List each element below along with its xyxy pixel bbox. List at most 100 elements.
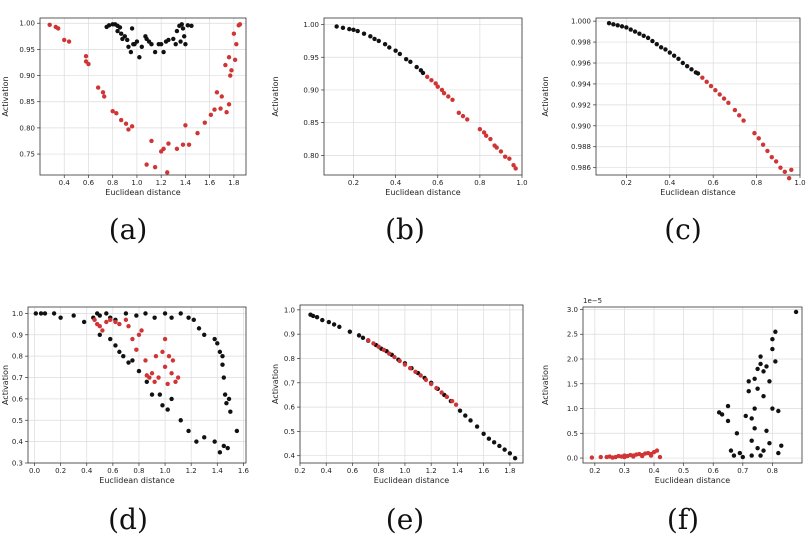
x-tick-label: 0.8 <box>107 179 118 187</box>
scatter-point-black <box>121 353 126 359</box>
scatter-point-red <box>741 118 746 123</box>
scatter-point-black <box>512 455 518 461</box>
scatter-point-black <box>632 29 638 34</box>
scatter-point-black <box>725 418 731 424</box>
scatter-point-red <box>100 90 106 95</box>
scatter-point-black <box>212 439 217 444</box>
y-tick-label: 0.3 <box>12 460 23 468</box>
y-tick-label: 0.80 <box>19 124 35 132</box>
y-axis-label: Activation <box>1 76 10 116</box>
scatter-point-black <box>106 23 112 28</box>
scatter-point-black <box>212 336 217 342</box>
scatter-point-black <box>761 369 766 374</box>
scatter-point-red <box>418 373 423 378</box>
scatter-point-black <box>382 41 388 47</box>
scatter-point-black <box>615 23 620 28</box>
scatter-point-black <box>337 324 342 330</box>
scatter-point-red <box>165 381 170 387</box>
scatter-point-black <box>749 453 754 458</box>
scatter-point-red <box>737 113 742 118</box>
scatter-point-black <box>743 413 748 419</box>
y-tick-label: 1.0 <box>284 306 295 314</box>
scatter-point-black <box>180 26 186 31</box>
x-tick-label: 1.4 <box>212 467 224 475</box>
scatter-point-red <box>143 358 148 363</box>
y-offset-label: 1e−5 <box>583 297 602 305</box>
scatter-point-red <box>123 317 129 323</box>
scatter-point-black <box>202 332 207 337</box>
scatter-point-black <box>169 396 174 402</box>
scatter-point-red <box>149 138 154 144</box>
scatter-point-black <box>767 379 772 384</box>
scatter-point-red <box>639 453 645 459</box>
scatter-point-black <box>117 349 122 355</box>
plot-frame <box>27 306 247 464</box>
scatter-point-black <box>222 392 228 397</box>
scatter-point-black <box>728 448 734 453</box>
y-tick-label: 3.0 <box>567 306 578 314</box>
scatter-point-red <box>175 375 181 380</box>
plot-frame <box>323 17 523 176</box>
scatter-point-black <box>186 315 191 320</box>
scatter-point-red <box>83 54 89 59</box>
scatter-point-black <box>463 413 468 418</box>
scatter-point-black <box>770 346 775 352</box>
scatter-point-red <box>778 165 783 170</box>
x-tick-label: 0.6 <box>107 467 119 475</box>
scatter-point-black <box>641 33 646 38</box>
caption-e: (e) <box>385 503 425 536</box>
scatter-point-red <box>228 73 233 78</box>
scatter-point-black <box>387 45 392 50</box>
scatter-point-black <box>779 443 784 448</box>
scatter-point-red <box>413 369 418 375</box>
scatter-point-black <box>137 55 142 60</box>
x-tick-label: 0.8 <box>767 467 778 475</box>
x-tick-label: 0.4 <box>664 179 676 187</box>
scatter-point-red <box>114 111 119 116</box>
scatter-point-red <box>450 97 455 102</box>
scatter-point-black <box>81 319 87 325</box>
scatter-point-red <box>721 96 727 101</box>
scatter-point-red <box>149 371 155 376</box>
scatter-point-red <box>381 347 387 353</box>
scatter-point-red <box>183 123 188 128</box>
y-tick-label: 0.4 <box>284 452 296 460</box>
scatter-point-black <box>125 37 130 43</box>
plot-frame <box>39 17 247 176</box>
x-tick-label: 1.0 <box>159 467 170 475</box>
y-tick-label: 2.0 <box>567 356 578 364</box>
scatter-point-red <box>622 454 627 460</box>
x-tick-label: 0.3 <box>619 467 630 475</box>
scatter-point-black <box>624 25 629 30</box>
scatter-point-black <box>770 406 775 411</box>
scatter-point-black <box>368 34 373 39</box>
scatter-point-red <box>610 455 615 460</box>
scatter-point-black <box>169 315 174 320</box>
x-axis-label: Euclidean distance <box>655 476 730 485</box>
scatter-point-black <box>776 450 781 456</box>
y-tick-label: 0.5 <box>284 428 295 436</box>
x-tick-label: 0.0 <box>29 467 40 475</box>
scatter-point-black <box>217 450 223 455</box>
scatter-point-black <box>117 25 123 30</box>
y-tick-label: 0.95 <box>19 46 35 54</box>
scatter-point-black <box>33 311 39 316</box>
scatter-point-black <box>684 63 690 69</box>
x-tick-label: 1.4 <box>452 467 464 475</box>
scatter-point-black <box>71 313 76 318</box>
scatter-point-red <box>481 130 487 135</box>
scatter-point-black <box>179 22 184 27</box>
scatter-point-red <box>589 455 595 460</box>
scatter-point-black <box>160 403 165 408</box>
y-tick-label: 0.5 <box>567 430 578 438</box>
scatter-point-red <box>439 87 445 93</box>
scatter-point-black <box>758 453 763 458</box>
scatter-point-red <box>726 100 731 105</box>
scatter-point-black <box>202 435 207 440</box>
scatter-point-black <box>645 35 651 41</box>
scatter-point-black <box>143 311 148 316</box>
y-tick-label: 2.5 <box>567 331 578 339</box>
y-tick-label: 0.988 <box>571 143 591 151</box>
scatter-point-red <box>435 84 440 89</box>
scatter-point-black <box>351 27 356 32</box>
